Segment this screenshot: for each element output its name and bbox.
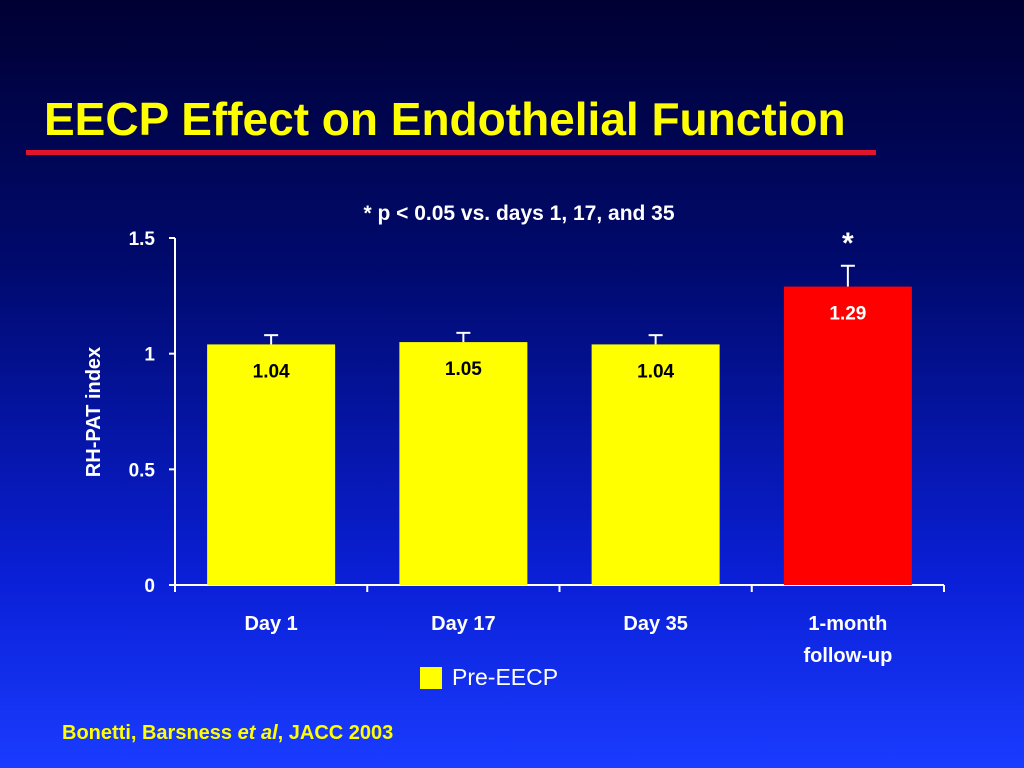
x-axis-labels: Day 1 Day 17 Day 35 1-month follow-up (244, 613, 892, 667)
x-category-label: follow-up (803, 645, 892, 667)
title-underline (26, 150, 876, 155)
bar-day-17 (399, 342, 528, 585)
bar-value-label: 1.04 (253, 361, 290, 382)
y-axis-ticks: 0 0.5 1 1.5 (129, 229, 175, 597)
y-tick-label: 0 (144, 576, 155, 597)
citation-et-al: et al (237, 722, 278, 744)
slide-title: EECP Effect on Endothelial Function (44, 93, 846, 145)
x-category-label: Day 1 (244, 613, 297, 635)
x-category-label: Day 17 (431, 613, 496, 635)
x-category-label: 1-month (808, 613, 887, 635)
chart-legend: Pre-EECP (420, 664, 558, 691)
legend-label: Pre-EECP (452, 664, 559, 690)
chart-subtitle: * p < 0.05 vs. days 1, 17, and 35 (363, 202, 674, 225)
significance-asterisk: * (842, 227, 854, 260)
citation-journal: , JACC 2003 (277, 722, 394, 744)
citation-authors: Bonetti, Barsness (62, 722, 238, 744)
bar-value-label: 1.05 (445, 359, 482, 380)
x-axis-ticks (174, 585, 945, 592)
bar-series: 1.04 1.05 1.04 1.29 * (207, 227, 912, 585)
y-tick-label: 1 (144, 345, 155, 366)
x-category-label: Day 35 (623, 613, 688, 635)
bar-value-label: 1.29 (829, 304, 866, 325)
bar-day-1 (207, 344, 336, 585)
y-tick-label: 1.5 (129, 229, 156, 250)
bar-day-35 (591, 344, 720, 585)
bar-value-label: 1.04 (637, 361, 674, 382)
y-axis-title: RH-PAT index (83, 347, 105, 477)
citation: Bonetti, Barsness et al, JACC 2003 (62, 722, 393, 745)
legend-swatch (420, 666, 442, 689)
bar-1-month-follow-up (783, 286, 912, 585)
y-tick-label: 0.5 (129, 460, 156, 481)
